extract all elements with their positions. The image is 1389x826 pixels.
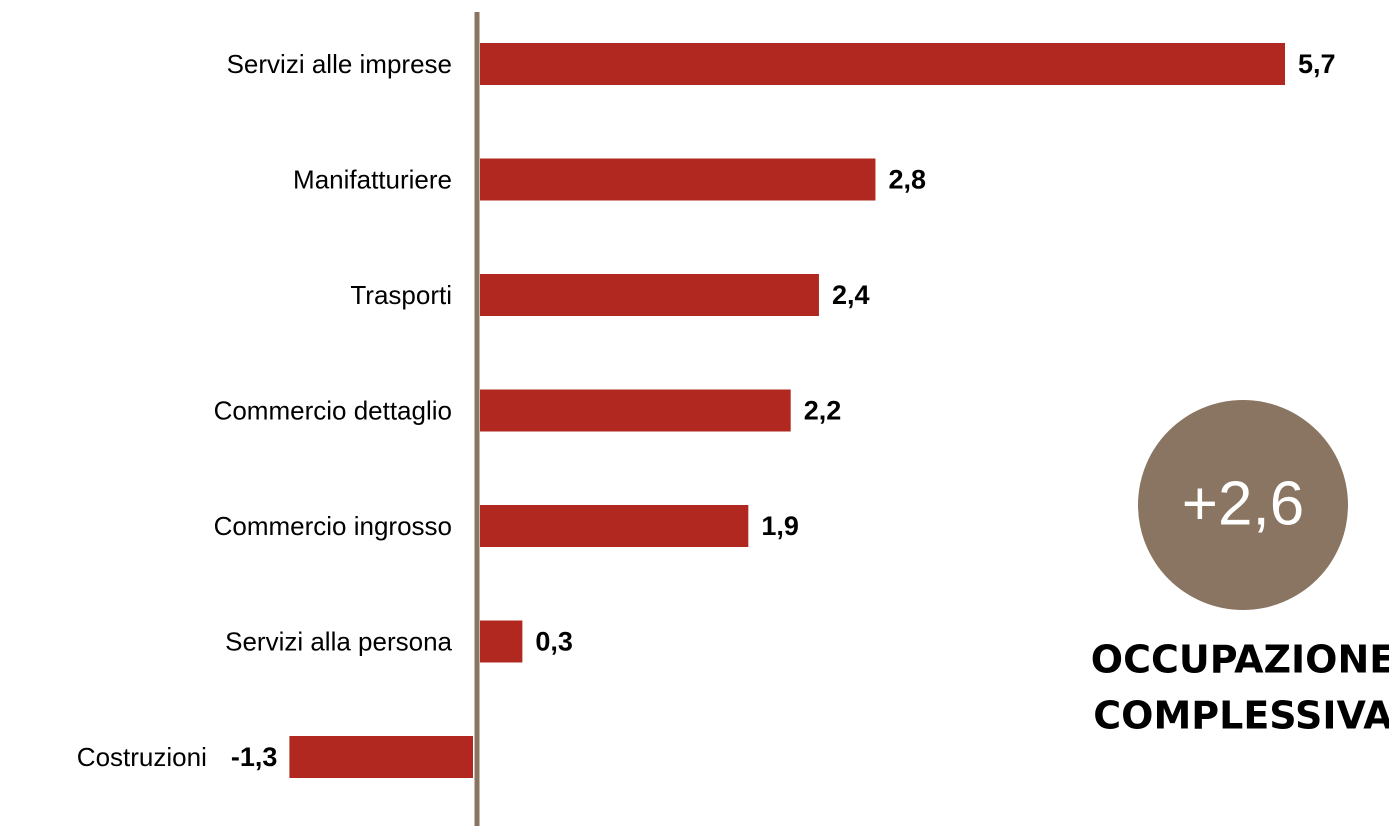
bar (480, 274, 819, 316)
category-label: Trasporti (350, 280, 452, 310)
category-label: Commercio ingrosso (214, 511, 452, 541)
value-label: 0,3 (535, 627, 573, 657)
category-label: Commercio dettaglio (214, 395, 452, 425)
bar (480, 505, 749, 547)
bar (480, 620, 523, 663)
category-label: Servizi alla persona (225, 626, 452, 656)
bar (480, 158, 876, 201)
category-label: Costruzioni (77, 742, 207, 772)
value-label: -1,3 (231, 742, 278, 772)
bar (289, 736, 473, 778)
category-label: Servizi alle imprese (227, 49, 452, 79)
bar (480, 389, 791, 432)
category-label: Manifatturiere (293, 164, 452, 194)
annotation-label: OCCUPAZIONE (1091, 638, 1389, 682)
annotation-value: +2,6 (1182, 469, 1304, 538)
value-label: 1,9 (761, 511, 799, 541)
annotation-label: COMPLESSIVA (1093, 694, 1389, 738)
annotation-circle (1138, 400, 1348, 610)
value-label: 2,4 (832, 280, 870, 310)
value-label: 2,8 (888, 165, 926, 195)
value-label: 2,2 (804, 396, 842, 426)
value-label: 5,7 (1298, 49, 1336, 79)
bar (480, 43, 1285, 85)
